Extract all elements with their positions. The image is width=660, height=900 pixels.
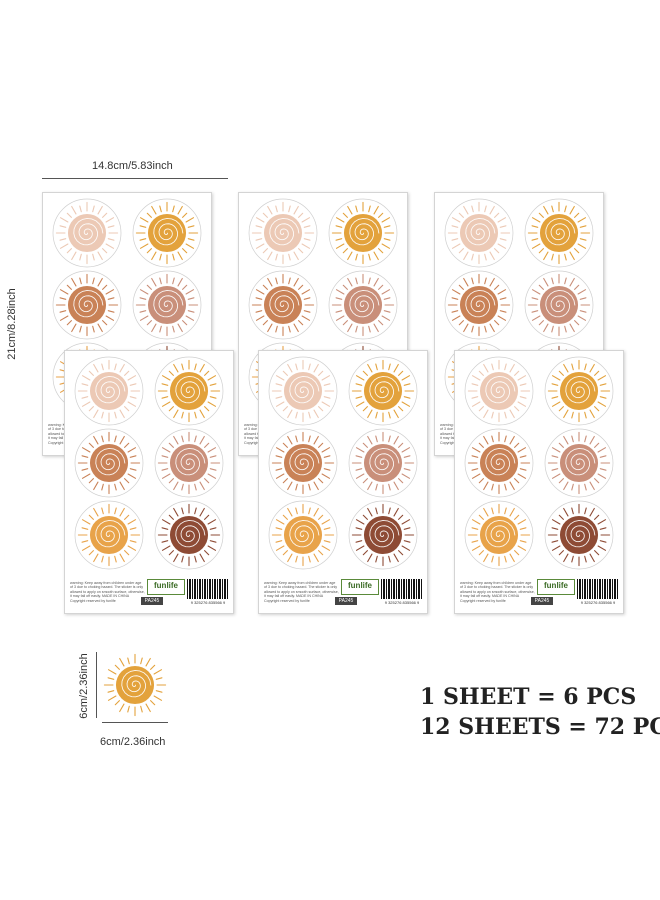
summary-sheet-count: 1 SHEET = 6 PCS — [420, 684, 637, 710]
width-dimension-line — [42, 178, 228, 179]
sun-sticker — [544, 356, 614, 426]
sun-sticker — [348, 356, 418, 426]
warning-text: warning: Keep away from children under a… — [460, 581, 535, 603]
sun-sticker — [268, 356, 338, 426]
sun-sticker — [154, 500, 224, 570]
barcode-icon — [577, 579, 619, 599]
product-code: PA245 — [141, 597, 163, 605]
sun-sticker — [524, 270, 594, 340]
sun-sticker — [444, 270, 514, 340]
barcode-number: 9 325276 835566 9 — [190, 600, 226, 605]
warning-text: warning: Keep away from children under a… — [70, 581, 145, 603]
sun-sticker — [132, 198, 202, 268]
sun-sticker — [464, 500, 534, 570]
sticker-width-label: 6cm/2.36inch — [100, 736, 166, 748]
barcode-number: 9 325276 835566 9 — [580, 600, 616, 605]
sun-sticker — [74, 356, 144, 426]
sheet-height-label: 21cm/8.28inch — [6, 288, 18, 360]
barcode-icon — [187, 579, 229, 599]
sun-sticker — [328, 198, 398, 268]
barcode-icon — [381, 579, 423, 599]
product-code: PA245 — [531, 597, 553, 605]
sun-sticker — [74, 428, 144, 498]
sun-sticker — [348, 428, 418, 498]
sun-sticker — [132, 270, 202, 340]
barcode-number: 9 325276 835566 9 — [384, 600, 420, 605]
sun-sticker — [154, 428, 224, 498]
sheet-sun-stickers — [74, 356, 224, 570]
sun-sticker — [328, 270, 398, 340]
sticker-sheet: warning: Keep away from children under a… — [258, 350, 428, 614]
sun-sticker — [154, 356, 224, 426]
sample-sun-sticker — [103, 653, 167, 717]
sheet-sun-stickers — [268, 356, 418, 570]
sun-sticker — [464, 356, 534, 426]
sticker-height-label: 6cm/2.36inch — [78, 653, 90, 719]
sheet-width-label: 14.8cm/5.83inch — [92, 160, 173, 172]
sun-sticker — [524, 198, 594, 268]
sun-sticker — [248, 270, 318, 340]
sun-sticker — [268, 428, 338, 498]
sun-sticker — [248, 198, 318, 268]
sun-sticker — [348, 500, 418, 570]
warning-text: warning: Keep away from children under a… — [264, 581, 339, 603]
sticker-sheet: warning: Keep away from children under a… — [64, 350, 234, 614]
sun-sticker — [268, 500, 338, 570]
sticker-height-line — [96, 652, 97, 718]
sheet-sun-stickers — [464, 356, 614, 570]
brand-logo: funlife — [341, 579, 379, 595]
summary-total-count: 12 SHEETS = 72 PCS — [420, 714, 660, 740]
sun-sticker — [464, 428, 534, 498]
sun-sticker — [74, 500, 144, 570]
sun-sticker — [444, 198, 514, 268]
sticker-width-line — [102, 722, 168, 723]
sun-sticker — [52, 270, 122, 340]
brand-logo: funlife — [147, 579, 185, 595]
sticker-sheet: warning: Keep away from children under a… — [454, 350, 624, 614]
sun-sticker — [52, 198, 122, 268]
sun-sticker — [544, 428, 614, 498]
brand-logo: funlife — [537, 579, 575, 595]
product-code: PA245 — [335, 597, 357, 605]
sun-sticker — [544, 500, 614, 570]
